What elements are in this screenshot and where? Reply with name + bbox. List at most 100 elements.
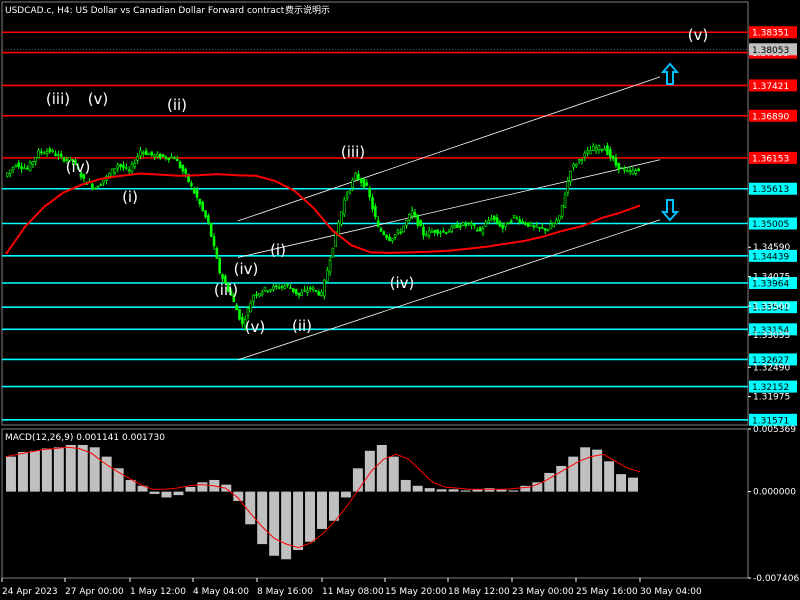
candle-body (102, 180, 105, 184)
candle-body (498, 221, 502, 227)
macd-histogram-bar (53, 447, 64, 492)
candle-body (164, 156, 168, 159)
macd-tick-label: -0.007406 (753, 574, 799, 584)
macd-histogram-bar (412, 485, 423, 492)
time-axis: 24 Apr 2023 27 Apr 00:00 1 May 12:00 4 May … (1, 578, 702, 597)
candle-body (201, 201, 205, 211)
resistance-level-label: 1.36890 (752, 112, 789, 122)
macd-histogram-bar (472, 489, 483, 492)
candle-body (303, 289, 306, 292)
candle-body (572, 163, 575, 168)
candle-body (625, 170, 629, 172)
candle-body (597, 145, 601, 151)
candle-body (563, 194, 567, 208)
candle-body (11, 167, 15, 170)
macd-histogram-bar (328, 491, 339, 521)
candle-body (25, 167, 29, 170)
candle-body (637, 168, 640, 172)
candle-body (543, 228, 547, 231)
candle-body (110, 168, 114, 177)
candle-body (354, 172, 357, 180)
macd-histogram-bar (65, 444, 76, 492)
candle-body (345, 194, 349, 199)
price-tick-label: 1.32490 (753, 363, 790, 373)
chart-title: USDCAD.c, H4: US Dollar vs Canadian Doll… (5, 6, 285, 16)
candle-body (608, 149, 612, 158)
direction-arrows (660, 62, 680, 222)
resistance-level-label-box (749, 109, 797, 122)
current-price-label: 1.38053 (752, 46, 789, 56)
macd-histogram-bar (508, 490, 519, 492)
price-tick-label: 1.31975 (753, 393, 790, 403)
candle-body (569, 170, 572, 182)
candle-body (611, 155, 615, 160)
candle-body (458, 225, 462, 228)
candle-body (580, 159, 584, 161)
candle-body (255, 293, 258, 296)
candle-body (439, 231, 442, 234)
candle-body (535, 225, 538, 228)
candle-body (190, 182, 193, 187)
candle-body (181, 165, 185, 172)
candle-body (99, 184, 103, 186)
candle-body (484, 222, 488, 227)
candle-body (416, 214, 420, 226)
candle-body (478, 227, 482, 232)
candle-body (218, 257, 221, 274)
support-level-label: 1.33154 (752, 326, 789, 336)
candle-body (175, 159, 179, 162)
channel-middle-line (237, 159, 661, 258)
candle-body (631, 169, 635, 175)
candle-body (359, 178, 363, 184)
candle-body (492, 215, 496, 220)
wave-label: (i) (122, 188, 138, 206)
price-tick-label: 1.34075 (753, 273, 790, 283)
candle-body (40, 151, 43, 154)
support-level-label: 1.35613 (752, 185, 789, 195)
candle-body (467, 222, 471, 224)
candle-body (57, 154, 60, 157)
price-tick-label: 1.34590 (753, 243, 790, 253)
macd-histogram-bar (173, 491, 184, 496)
resistance-level-label: 1.38351 (752, 29, 789, 39)
macd-histogram-bar (233, 491, 244, 501)
candle-body (419, 220, 422, 227)
candle-body (277, 287, 281, 289)
candle-body (521, 221, 524, 223)
macd-histogram-bar (436, 489, 447, 492)
candle-body (116, 164, 120, 169)
time-tick-label: 27 Apr 00:00 (65, 587, 124, 597)
price-tick-label: 1.33055 (753, 331, 790, 341)
candle-body (603, 148, 606, 151)
time-tick-label: 25 May 16:00 (576, 587, 638, 597)
candle-body (433, 230, 437, 233)
support-level-label-box (749, 380, 797, 393)
candle-body (59, 153, 63, 157)
macd-histogram-bar (424, 488, 435, 492)
candle-body (320, 291, 323, 296)
time-tick-label: 15 May 20:00 (385, 587, 447, 597)
candle-body (119, 163, 122, 167)
macd-histogram-bar (604, 461, 615, 492)
candle-body (8, 169, 12, 174)
time-tick-label: 1 May 12:00 (130, 587, 186, 597)
candle-body (91, 183, 94, 189)
macd-histogram-bar (77, 444, 88, 492)
wave-label: (iv) (234, 260, 259, 278)
macd-histogram-bar (113, 468, 124, 492)
candle-body (141, 152, 145, 154)
candle-body (195, 190, 199, 198)
support-level-label-box (749, 182, 797, 195)
candle-body (481, 228, 485, 234)
candle-body (396, 230, 400, 234)
wave-label: (ii) (167, 96, 187, 114)
macd-histogram-bar (496, 489, 507, 492)
wave-label: (ii) (292, 317, 312, 335)
macd-signal-line (5, 446, 641, 549)
time-tick-label: 18 May 12:00 (448, 587, 510, 597)
price-channel (237, 76, 661, 361)
macd-panel (5, 444, 641, 560)
candle-body (113, 168, 117, 173)
candle-body (402, 225, 405, 233)
candle-body (198, 198, 202, 205)
